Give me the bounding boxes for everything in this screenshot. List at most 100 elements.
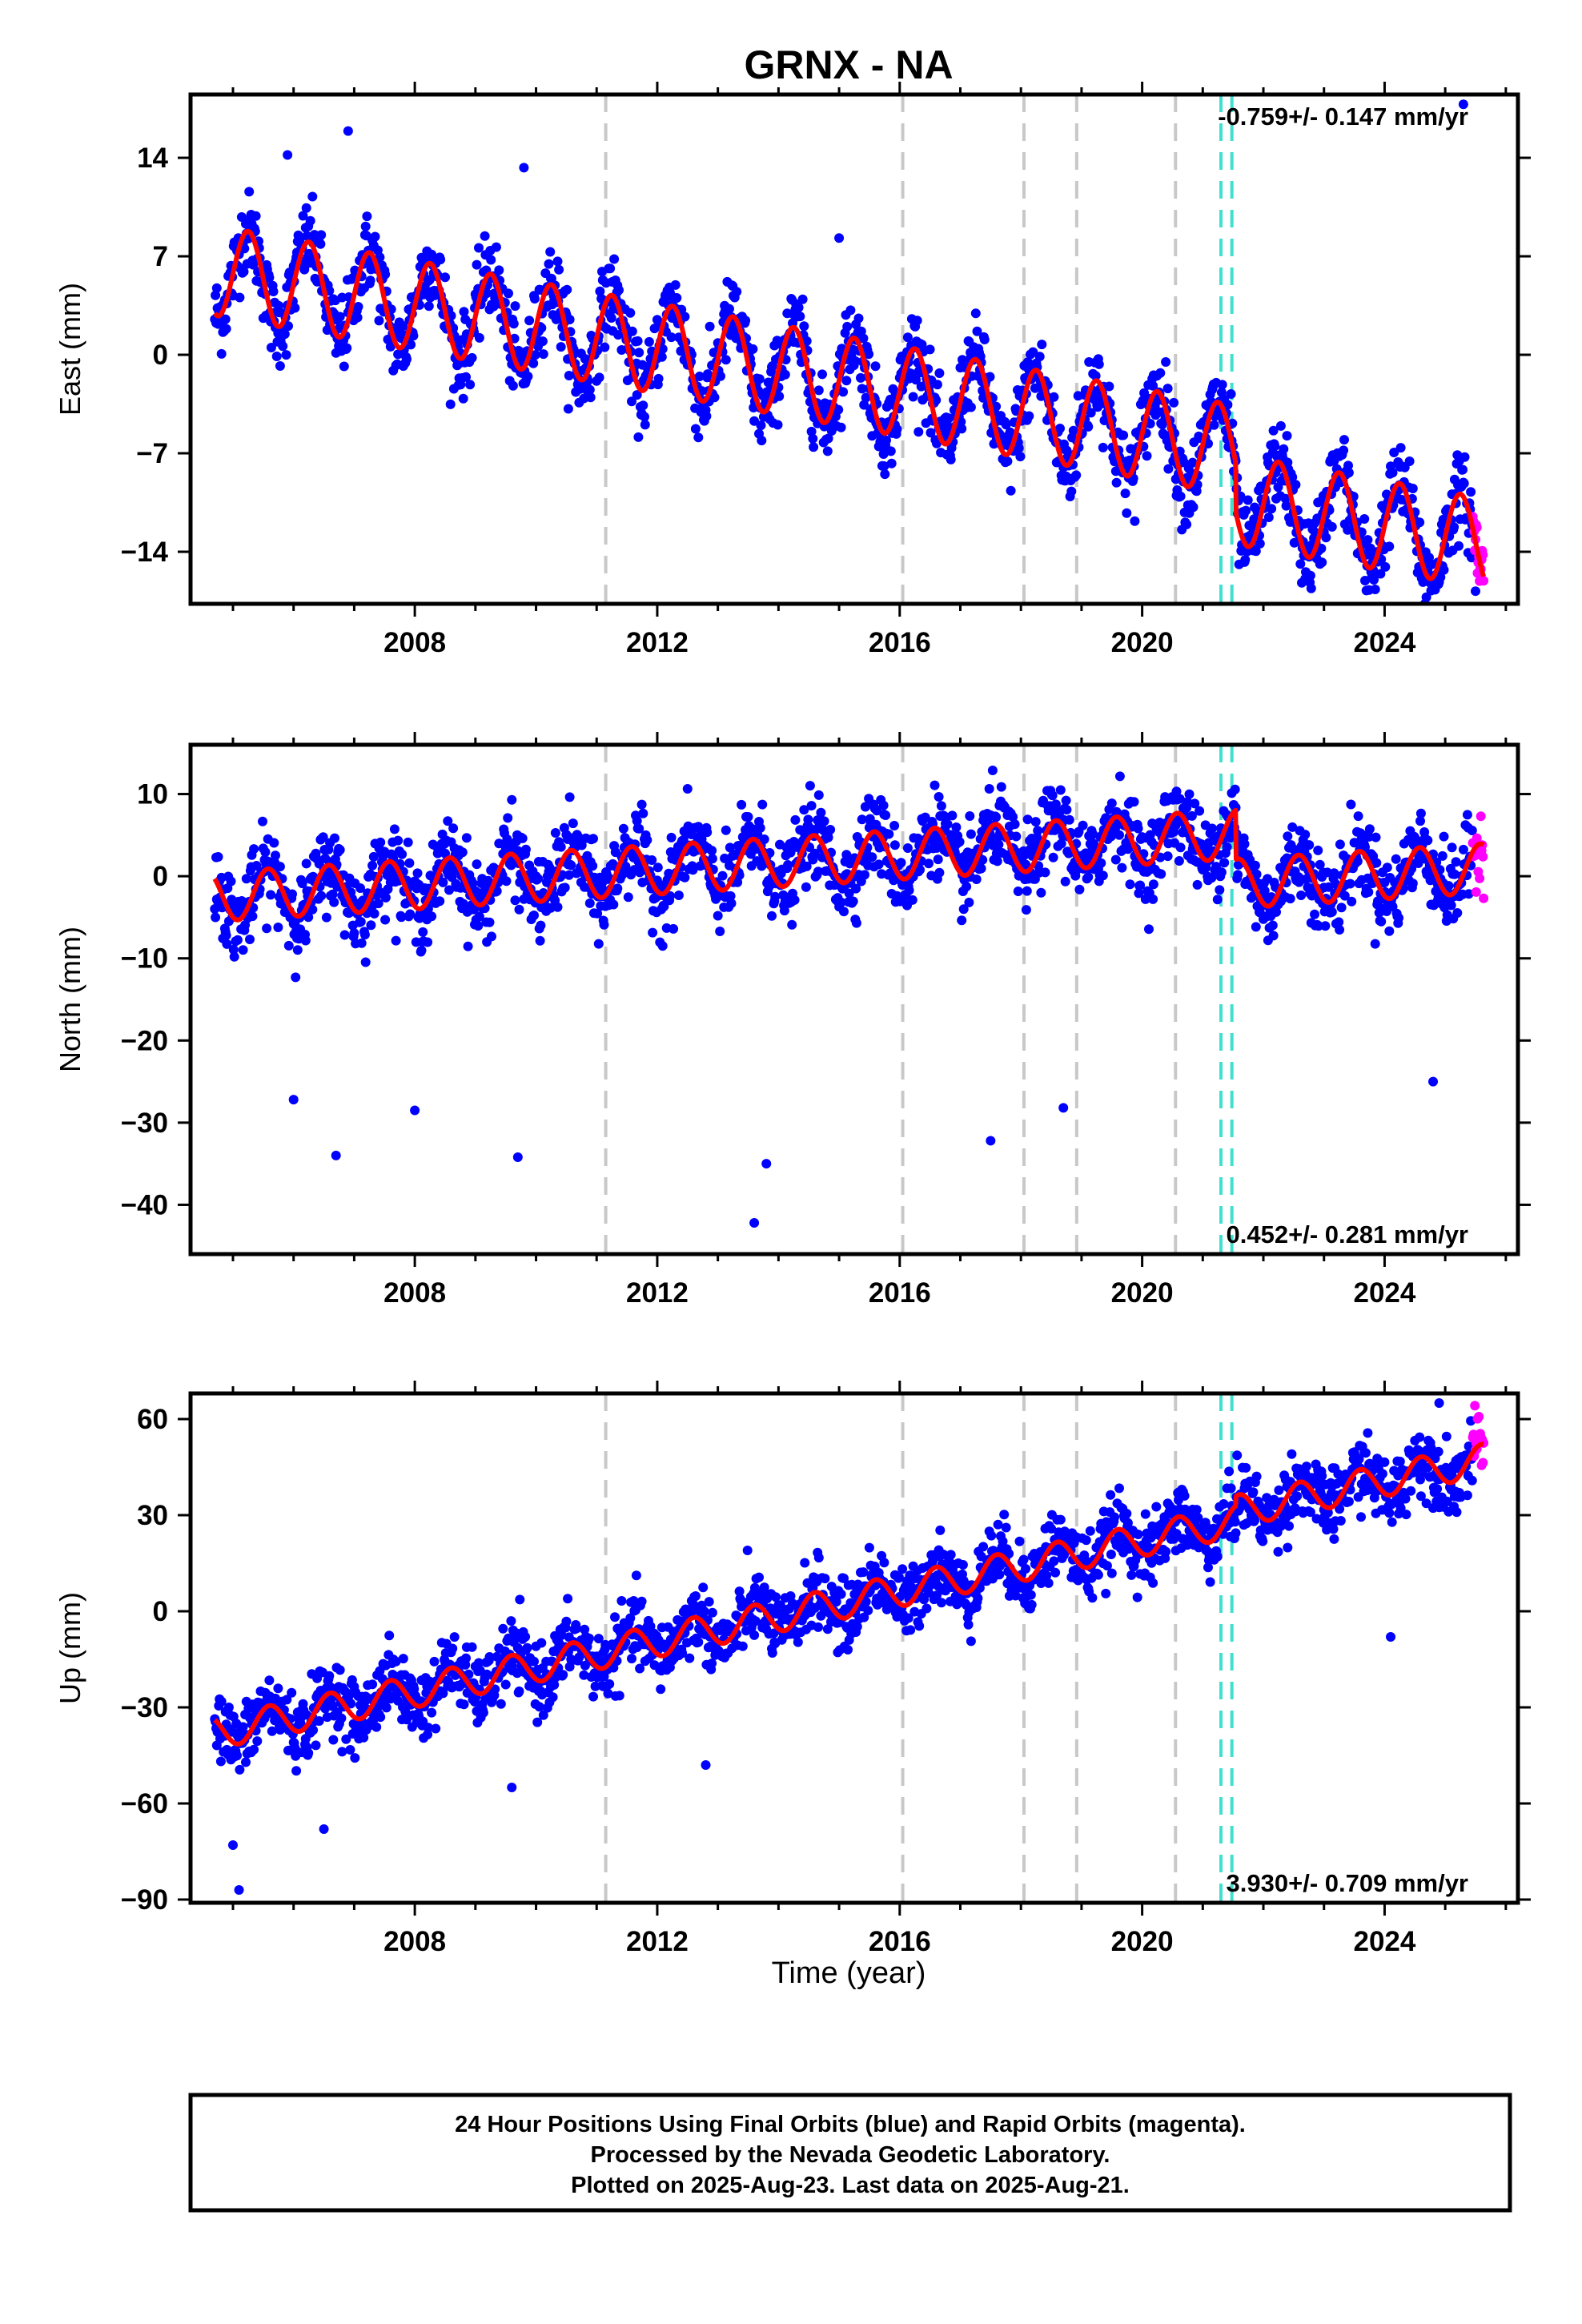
final-orbit-point: [911, 375, 921, 385]
final-orbit-point: [1047, 790, 1058, 801]
x-tick-label: 2016: [869, 627, 931, 658]
final-orbit-point: [418, 927, 428, 937]
final-orbit-point: [1040, 867, 1050, 878]
final-orbit-point: [924, 858, 934, 869]
final-orbit-point: [864, 1542, 874, 1553]
final-orbit-point: [491, 242, 501, 252]
final-orbit-point: [1005, 427, 1015, 437]
outlier-point: [519, 163, 529, 173]
final-orbit-point: [249, 1744, 259, 1755]
final-orbit-point: [1347, 896, 1357, 907]
final-orbit-point: [770, 891, 781, 902]
final-orbit-point: [902, 332, 913, 343]
final-orbit-point: [640, 412, 649, 422]
final-orbit-point: [1006, 485, 1016, 496]
final-orbit-point: [537, 336, 548, 347]
final-orbit-point: [515, 1594, 525, 1605]
final-orbit-point: [1255, 538, 1265, 549]
final-orbit-point: [1049, 392, 1059, 402]
final-orbit-point: [994, 839, 1004, 850]
final-orbit-point: [566, 860, 576, 870]
data-points: [210, 1398, 1489, 1895]
final-orbit-point: [806, 801, 817, 811]
final-orbit-point: [1117, 862, 1127, 873]
final-orbit-point: [315, 239, 326, 249]
final-orbit-point: [1175, 842, 1186, 853]
final-orbit-point: [657, 344, 668, 354]
final-orbit-point: [1217, 380, 1227, 390]
final-orbit-point: [271, 850, 280, 861]
final-orbit-point: [652, 862, 663, 873]
final-orbit-point: [463, 941, 473, 951]
final-orbit-point: [912, 316, 922, 326]
final-orbit-point: [529, 1656, 539, 1667]
final-orbit-point: [1382, 862, 1392, 873]
final-orbit-point: [1415, 808, 1426, 818]
final-orbit-point: [992, 856, 1002, 866]
final-orbit-point: [1305, 570, 1315, 581]
final-orbit-point: [247, 911, 258, 922]
final-orbit-point: [605, 263, 616, 274]
final-orbit-point: [852, 1622, 862, 1632]
final-orbit-point: [930, 780, 940, 790]
final-orbit-point: [367, 1679, 378, 1690]
final-orbit-point: [1384, 541, 1395, 552]
final-orbit-point: [1098, 870, 1108, 881]
final-orbit-point: [362, 211, 372, 222]
final-orbit-point: [954, 837, 965, 847]
final-orbit-point: [550, 828, 560, 838]
x-tick-label: 2016: [869, 1277, 931, 1309]
final-orbit-point: [853, 313, 864, 324]
final-orbit-point: [1447, 842, 1457, 853]
final-orbit-point: [371, 1722, 382, 1732]
final-orbit-point: [1241, 505, 1251, 516]
final-orbit-point: [448, 823, 459, 834]
final-orbit-point: [1022, 886, 1032, 896]
final-orbit-point: [1111, 477, 1122, 488]
final-orbit-point: [737, 799, 747, 810]
final-orbit-point: [841, 376, 852, 386]
final-orbit-point: [1144, 924, 1154, 935]
final-orbit-point: [562, 284, 572, 295]
final-orbit-point: [1363, 887, 1374, 897]
final-orbit-point: [1380, 561, 1391, 572]
final-orbit-point: [1048, 852, 1058, 862]
final-orbit-point: [474, 243, 484, 253]
final-orbit-point: [600, 342, 610, 352]
final-orbit-point: [889, 840, 900, 850]
final-orbit-point: [397, 849, 408, 859]
final-orbit-point: [478, 1707, 488, 1718]
final-orbit-point: [1122, 508, 1132, 518]
final-orbit-point: [885, 446, 896, 456]
final-orbit-point: [593, 939, 604, 949]
final-orbit-point: [498, 1623, 508, 1634]
final-orbit-point: [337, 1747, 347, 1757]
final-orbit-point: [367, 860, 378, 870]
y-axis-title: East (mm): [54, 283, 86, 416]
final-orbit-point: [1001, 420, 1011, 430]
final-orbit-point: [1015, 452, 1026, 462]
final-orbit-point: [813, 1553, 824, 1563]
rapid-orbit-point: [1479, 893, 1489, 903]
final-orbit-point: [1275, 420, 1286, 431]
x-tick-label: 2020: [1111, 1277, 1174, 1309]
final-orbit-point: [258, 816, 267, 826]
final-orbit-point: [1439, 831, 1449, 842]
final-orbit-point: [500, 1679, 511, 1690]
final-orbit-point: [801, 882, 811, 892]
final-orbit-point: [1394, 913, 1404, 923]
final-orbit-point: [273, 923, 283, 932]
final-orbit-point: [1295, 559, 1306, 569]
final-orbit-point: [858, 1567, 869, 1578]
final-orbit-point: [408, 331, 419, 341]
final-orbit-point: [380, 915, 391, 925]
final-orbit-point: [1466, 487, 1476, 497]
final-orbit-point: [907, 895, 917, 905]
final-orbit-point: [548, 1692, 558, 1703]
x-tick-label: 2008: [383, 1277, 446, 1309]
final-orbit-point: [754, 1572, 764, 1582]
final-orbit-point: [1145, 419, 1155, 428]
final-orbit-point: [522, 1642, 532, 1653]
final-orbit-point: [508, 319, 519, 329]
final-orbit-point: [1395, 443, 1406, 453]
